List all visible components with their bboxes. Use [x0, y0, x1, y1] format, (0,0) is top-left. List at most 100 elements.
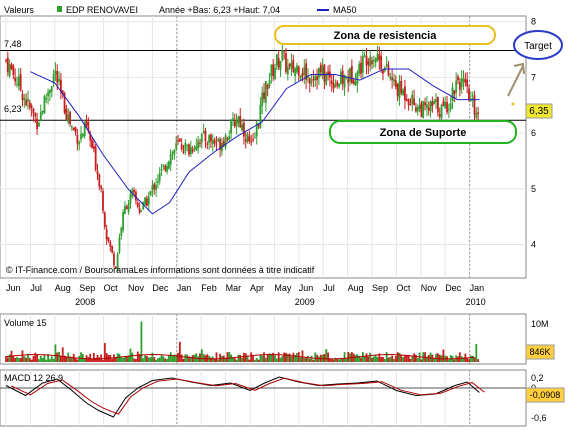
- candle-body: [416, 107, 419, 112]
- candle-body: [91, 139, 93, 148]
- volume-bar: [146, 355, 148, 362]
- candle-body: [292, 59, 295, 72]
- candle-body: [27, 98, 29, 102]
- volume-bar: [60, 355, 62, 362]
- macd-tick-label: 0,2: [531, 373, 544, 383]
- volume-bar: [250, 352, 253, 362]
- candle-body: [475, 113, 478, 118]
- x-tick-label: Jun: [299, 283, 314, 293]
- candle-body: [446, 101, 448, 113]
- volume-bar: [144, 355, 146, 362]
- volume-bar: [149, 357, 152, 362]
- candle-body: [10, 64, 13, 70]
- level-low-label: 6,23: [4, 104, 22, 114]
- volume-bar: [127, 355, 130, 362]
- volume-bar: [76, 359, 79, 362]
- volume-bar: [409, 358, 412, 362]
- candle-body: [16, 83, 18, 85]
- volume-bar: [453, 359, 456, 362]
- candle-body: [202, 131, 205, 133]
- volume-bar: [246, 356, 249, 362]
- candle-body: [58, 78, 60, 82]
- candle-body: [391, 77, 394, 80]
- volume-bar: [175, 354, 178, 362]
- volume-bar: [270, 353, 273, 362]
- macd-line: [5, 376, 480, 418]
- volume-bar: [94, 357, 97, 362]
- volume-bar: [43, 354, 46, 362]
- volume-bar: [261, 355, 264, 362]
- volume-bar: [332, 359, 335, 362]
- volume-bar: [217, 359, 220, 362]
- volume-bar: [186, 354, 189, 362]
- volume-bar: [162, 356, 165, 362]
- volume-bar: [47, 354, 49, 362]
- candle-body: [266, 84, 269, 89]
- volume-bar: [195, 353, 198, 362]
- volume-bar: [365, 353, 368, 362]
- volume-bar: [299, 357, 302, 362]
- candle-body: [243, 122, 245, 137]
- candle-body: [52, 74, 55, 84]
- candle-body: [188, 144, 190, 155]
- volume-bar: [226, 352, 229, 362]
- volume-bar: [277, 352, 280, 362]
- candle-body: [462, 78, 465, 82]
- volume-bar: [294, 355, 297, 362]
- y-tick-label: 4: [531, 240, 536, 250]
- header-ma: MA50: [333, 5, 357, 15]
- candle-body: [363, 55, 366, 57]
- candle-body: [72, 127, 75, 131]
- candle-body: [460, 78, 463, 87]
- volume-bar: [34, 352, 37, 362]
- symbol-swatch: [57, 6, 62, 12]
- candle-body: [286, 66, 289, 75]
- volume-bar: [420, 359, 423, 362]
- candle-body: [369, 56, 372, 67]
- volume-bar: [347, 351, 350, 362]
- candle-body: [89, 133, 92, 141]
- volume-bar: [32, 356, 35, 362]
- candle-body: [426, 104, 428, 108]
- volume-bar: [142, 358, 145, 362]
- candle-body: [323, 64, 326, 82]
- volume-bar: [338, 359, 340, 362]
- volume-bar: [274, 355, 276, 362]
- volume-bar: [360, 357, 362, 362]
- candle-body: [365, 55, 368, 66]
- volume-bar: [314, 352, 317, 362]
- volume-bar: [36, 354, 39, 362]
- candle-body: [23, 97, 26, 101]
- volume-bar: [118, 353, 121, 362]
- candle-body: [173, 150, 176, 155]
- volume-bar: [266, 353, 269, 362]
- x-tick-label: Aug: [348, 283, 364, 293]
- candle-body: [255, 122, 258, 137]
- volume-bar: [473, 357, 476, 362]
- volume-bar: [27, 353, 29, 362]
- volume-bar: [427, 355, 430, 362]
- candle-body: [367, 61, 370, 65]
- volume-bar: [173, 354, 176, 362]
- candle-body: [111, 245, 114, 253]
- x-year-label: 2009: [295, 297, 315, 307]
- candle-body: [270, 65, 273, 77]
- candle-body: [105, 229, 108, 240]
- candle-body: [167, 161, 170, 169]
- volume-bar: [52, 358, 55, 362]
- candle-body: [316, 76, 318, 81]
- candle-body: [56, 70, 59, 83]
- volume-bar: [374, 354, 377, 362]
- candle-body: [455, 80, 458, 93]
- candle-body: [296, 65, 298, 73]
- candle-body: [444, 101, 447, 109]
- volume-bar: [5, 356, 7, 362]
- candle-body: [146, 198, 148, 206]
- volume-bar: [241, 357, 243, 362]
- candle-body: [182, 151, 185, 153]
- volume-bar: [354, 355, 357, 362]
- volume-bar: [415, 354, 417, 362]
- candle-body: [458, 82, 461, 90]
- candle-body: [239, 115, 242, 128]
